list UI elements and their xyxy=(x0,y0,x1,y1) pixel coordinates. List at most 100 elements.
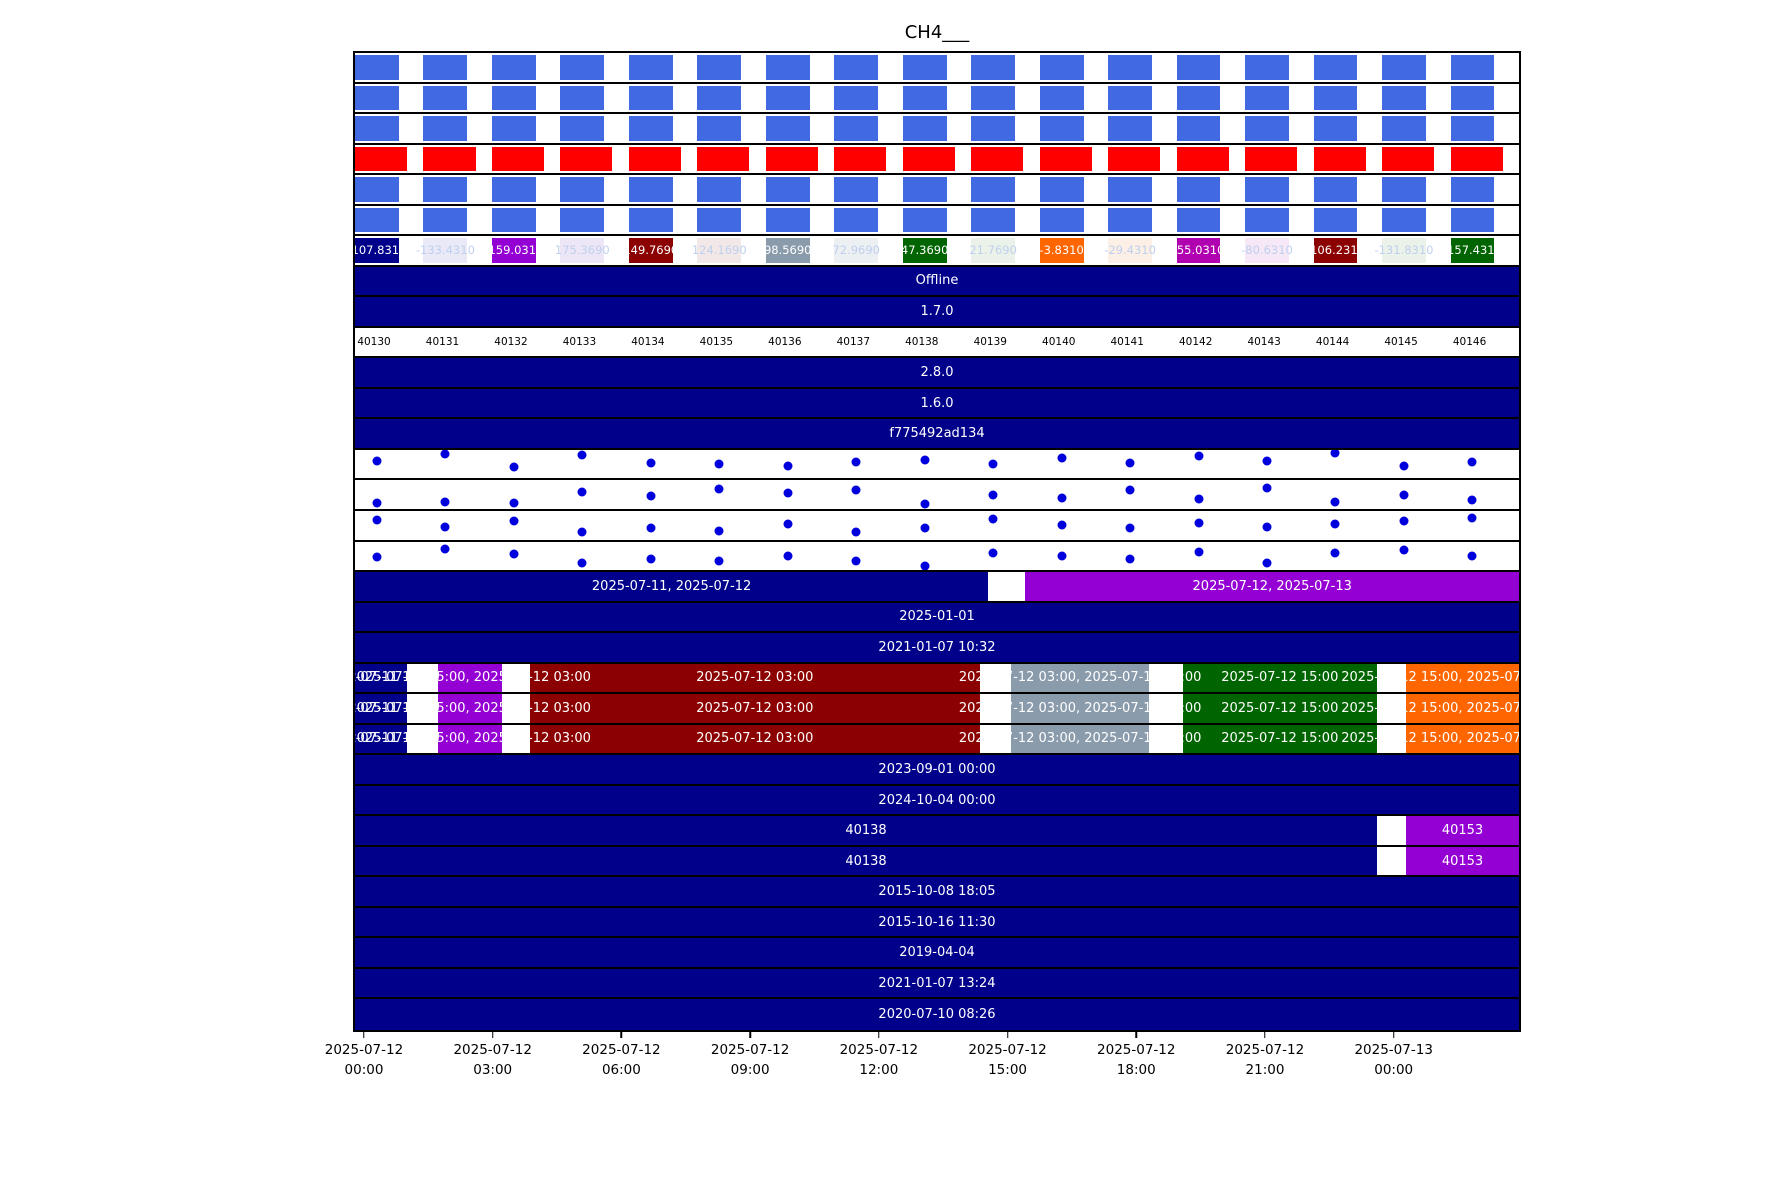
status-cell xyxy=(355,55,399,80)
segment-label: 2025-07-11 15:00, 2025-07-12 03:00 xyxy=(355,670,591,686)
status-cell xyxy=(697,116,742,141)
x-tick-mark xyxy=(749,1032,751,1038)
longitude-cell: 175.3690 xyxy=(555,238,610,263)
scatter-dot xyxy=(783,488,793,498)
orbit-number: 40131 xyxy=(425,336,460,349)
status-cell xyxy=(834,85,879,111)
segment-label: 2025-07-12 03:00 xyxy=(696,731,814,747)
status-cell xyxy=(1039,116,1084,141)
status-cell xyxy=(1313,177,1358,202)
longitude-value: -131.8310 xyxy=(1374,243,1434,258)
status-cell xyxy=(697,177,742,202)
scatter-dot xyxy=(509,462,519,472)
x-tick-mark xyxy=(878,1032,880,1038)
segment-label: 2025-07-12 15:00, 2025-07-13 03:00 xyxy=(1341,670,1519,686)
status-cell xyxy=(423,177,468,202)
status-cell xyxy=(1176,85,1221,111)
scatter-dot xyxy=(1194,518,1204,528)
row-lut-ch4cir: LUT CH4CIR2015-10-16 11:30 xyxy=(355,907,1519,939)
scatter-dot xyxy=(1399,461,1409,471)
row-cfg-ch4: CFG CH42024-10-04 00:00 xyxy=(355,785,1519,817)
scatter-dot xyxy=(714,459,724,469)
status-cell xyxy=(423,146,476,172)
x-tick-date: 2025-07-12 xyxy=(968,1042,1047,1058)
segment-label: 2025-07-12 03:00 xyxy=(696,700,814,716)
scatter-dot xyxy=(646,554,656,564)
segment-label: 2025-07-12 03:00, 2025-07-12 15:00 xyxy=(958,670,1202,686)
scatter-dot xyxy=(509,549,519,559)
status-cell xyxy=(1313,146,1366,172)
segment-label: 2025-07-11 15:00 xyxy=(355,670,440,686)
status-cell xyxy=(355,177,399,202)
row-status-ctmch4: Status CTMCH4 xyxy=(355,83,1519,115)
segment-label: 2025-07-12 15:00, 2025-07-13 03:00 xyxy=(1341,731,1519,747)
status-cell xyxy=(355,207,399,233)
segment-bar: 2025-07-12 03:00 xyxy=(529,724,981,754)
status-cell xyxy=(1450,146,1503,172)
status-cell xyxy=(1313,55,1358,80)
segment-label: 2025-07-11 15:00, 2025-07-12 03:00 xyxy=(355,731,591,747)
scatter-dot xyxy=(440,522,450,532)
chart-title: CH4___ xyxy=(904,22,970,43)
x-tick-time: 18:00 xyxy=(1116,1061,1156,1078)
full-width-bar: 1.7.0 xyxy=(355,297,1519,326)
status-cell xyxy=(1450,55,1495,80)
orbit-number: 40132 xyxy=(494,336,528,349)
row-orbit: orbit40130401314013240133401344013540136… xyxy=(355,327,1519,359)
scatter-dot xyxy=(783,519,793,529)
scatter-dot xyxy=(1399,516,1409,526)
segment-label: 2025-07-12 15:00 xyxy=(1221,700,1339,716)
segment-bar: 2025-07-11 15:00, 2025-07-12 03:00 xyxy=(355,663,591,693)
status-cell xyxy=(1039,177,1084,202)
row-l1b-ir-uvn: L1B IR UVN4013840153 xyxy=(355,846,1519,878)
scatter-dot xyxy=(988,548,998,558)
scatter-dot xyxy=(509,498,519,508)
bar-value: 1.6.0 xyxy=(920,395,954,411)
orbit-number: 40140 xyxy=(1042,336,1076,349)
scatter-dot xyxy=(851,527,861,536)
status-cell xyxy=(491,146,544,172)
status-cell xyxy=(834,177,879,202)
row-longitudeofdaysidenadirequatorcrossing: LongitudeOfDaysideNadirEquatorCrossing-1… xyxy=(355,236,1519,267)
x-tick-date: 2025-07-12 xyxy=(324,1042,404,1058)
status-cell xyxy=(697,207,742,233)
segment-bar: 2025-07-12 03:00, 2025-07-12 15:00 xyxy=(959,724,1201,754)
bar-value: 2015-10-16 11:30 xyxy=(878,914,996,930)
orbit-number: 40139 xyxy=(973,336,1007,349)
x-tick-time: 12:00 xyxy=(859,1061,899,1078)
scatter-dot xyxy=(1330,497,1340,507)
status-cell xyxy=(628,146,681,172)
orbit-number: 40144 xyxy=(1315,336,1350,349)
bar-value: Offline xyxy=(915,273,959,289)
status-cell xyxy=(560,85,605,111)
segment-label: 40138 xyxy=(845,853,887,869)
orbit-number: 40145 xyxy=(1384,336,1418,349)
orbit-number: 40135 xyxy=(699,336,734,349)
x-tick-mark xyxy=(1006,1032,1009,1038)
row-status-met-2d: Status MET 2D xyxy=(355,175,1519,206)
x-tick-date: 2025-07-12 xyxy=(453,1042,532,1058)
scatter-dot xyxy=(646,523,656,533)
x-tick-time: 21:00 xyxy=(1245,1061,1285,1078)
scatter-dot xyxy=(440,497,450,507)
scatter-dot xyxy=(509,516,519,526)
status-cell xyxy=(1039,55,1084,80)
x-tick-mark xyxy=(1135,1032,1137,1038)
longitude-value: -55.0310 xyxy=(1172,243,1225,258)
x-tick-label: 2025-07-12 03:00 xyxy=(453,1041,531,1080)
status-cell xyxy=(1313,85,1358,111)
scatter-dot xyxy=(1467,495,1477,505)
row-lut-ch4aer: LUT CH4AER2015-10-08 18:05 xyxy=(355,877,1519,908)
scatter-dot xyxy=(372,552,382,562)
longitude-cell: -159.0310 xyxy=(484,238,543,263)
longitude-cell: -131.8310 xyxy=(1374,238,1433,263)
row--time-per-pixel: σ time per pixel xyxy=(355,541,1519,573)
scatter-dot xyxy=(372,456,382,466)
longitude-value: -107.8310 xyxy=(355,243,407,258)
status-cell xyxy=(1108,207,1152,233)
row-aux-isrf: AUX ISRF2021-01-07 10:32 xyxy=(355,633,1519,664)
row-cfg-ch4-f: CFG CH4 F2023-09-01 00:00 xyxy=(355,755,1519,786)
status-cell xyxy=(1450,85,1495,111)
